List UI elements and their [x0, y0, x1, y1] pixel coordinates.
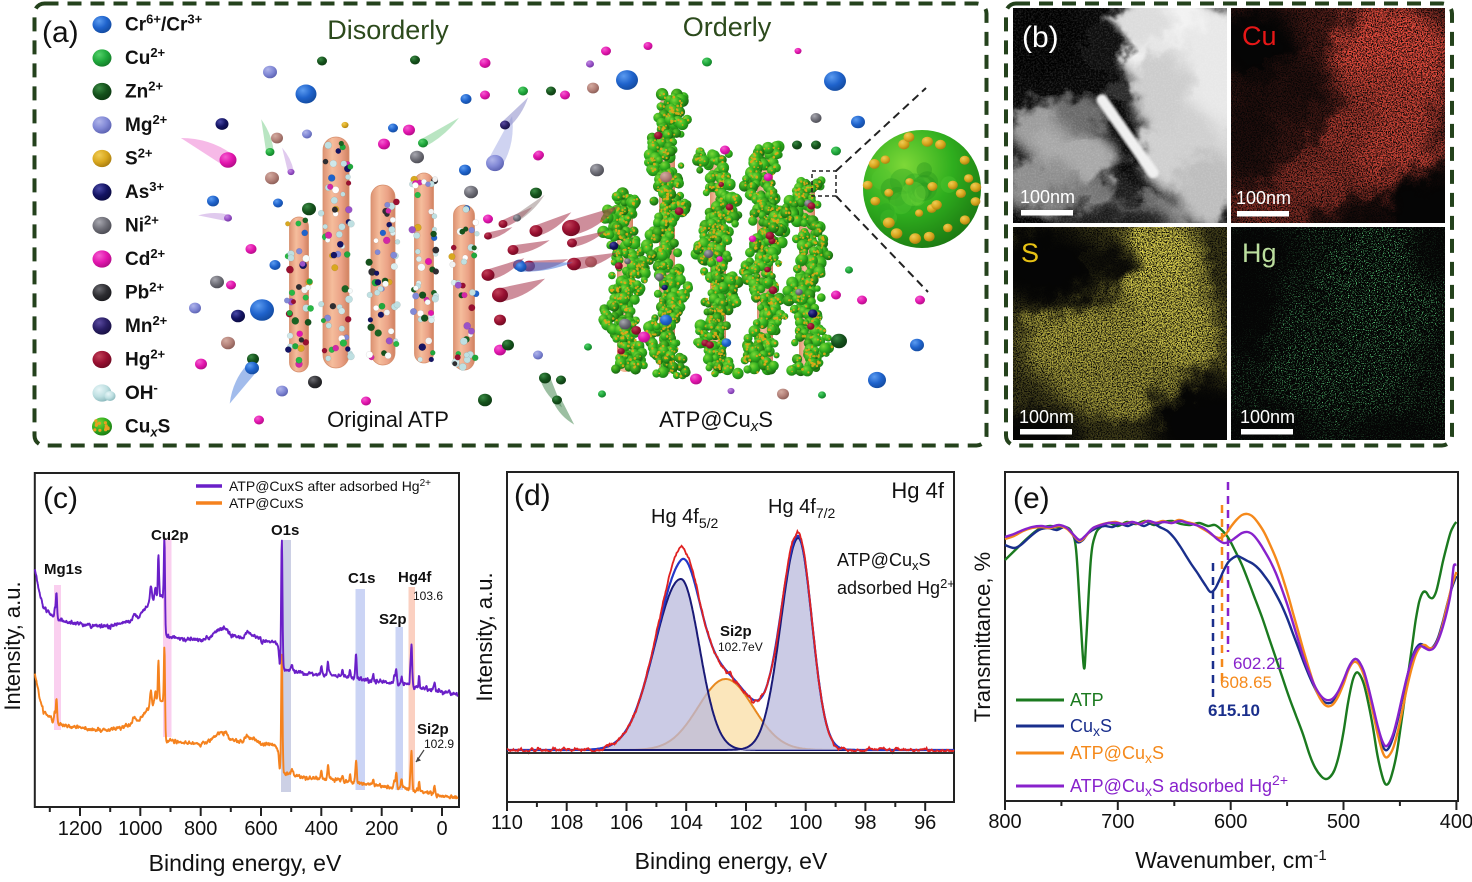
- svg-text:(d): (d): [514, 479, 551, 512]
- svg-text:Original ATP: Original ATP: [327, 407, 449, 432]
- svg-text:ATP@CuxS after adsorbed Hg2+: ATP@CuxS after adsorbed Hg2+: [229, 478, 431, 494]
- svg-text:Orderly: Orderly: [683, 12, 772, 42]
- svg-text:ATP@Cux​S adsorbed Hg2+​: ATP@Cux​S adsorbed Hg2+​: [1070, 772, 1288, 799]
- svg-text:98: 98: [854, 812, 876, 834]
- svg-text:Hg 4f: Hg 4f: [891, 478, 944, 503]
- svg-text:102: 102: [729, 812, 762, 834]
- svg-text:Mg1s: Mg1s: [44, 561, 82, 578]
- svg-text:700: 700: [1101, 811, 1134, 833]
- svg-text:Binding energy, eV: Binding energy, eV: [149, 850, 342, 876]
- svg-text:602.21: 602.21: [1233, 654, 1285, 673]
- svg-text:102.7eV: 102.7eV: [718, 640, 763, 654]
- svg-text:Intensity, a.u.: Intensity, a.u.: [472, 572, 497, 701]
- svg-text:103.6: 103.6: [413, 589, 443, 603]
- svg-text:ATP@CuxS: ATP@CuxS: [837, 550, 930, 573]
- svg-text:800: 800: [988, 811, 1021, 833]
- svg-text:100nm: 100nm: [1019, 407, 1074, 427]
- svg-text:OH-​: OH-​: [125, 380, 158, 404]
- svg-text:96: 96: [914, 812, 936, 834]
- svg-text:Disorderly: Disorderly: [327, 15, 449, 45]
- svg-text:Hg: Hg: [1242, 238, 1277, 268]
- svg-text:ATP@CuxS: ATP@CuxS: [229, 495, 304, 511]
- svg-text:Hg4f: Hg4f: [398, 569, 432, 586]
- svg-text:0: 0: [436, 818, 447, 840]
- svg-text:Cux​S: Cux​S: [1070, 716, 1112, 739]
- svg-text:(c): (c): [43, 482, 78, 515]
- svg-text:104: 104: [670, 812, 703, 834]
- svg-text:Binding energy, eV: Binding energy, eV: [635, 848, 828, 874]
- svg-text:(a): (a): [42, 16, 79, 49]
- svg-text:Cu2p: Cu2p: [151, 527, 189, 544]
- svg-text:108: 108: [550, 812, 583, 834]
- svg-text:Si2p: Si2p: [720, 623, 752, 640]
- svg-text:100: 100: [789, 812, 822, 834]
- svg-text:ATP: ATP: [1070, 690, 1104, 710]
- svg-text:608.65: 608.65: [1220, 673, 1272, 692]
- svg-text:Cd2+​: Cd2+​: [125, 246, 166, 270]
- svg-text:(b): (b): [1022, 21, 1059, 54]
- svg-text:S: S: [1021, 238, 1039, 268]
- svg-text:(e): (e): [1013, 482, 1050, 515]
- svg-text:100nm: 100nm: [1236, 188, 1291, 208]
- svg-text:800: 800: [184, 818, 217, 840]
- svg-text:110: 110: [491, 812, 523, 834]
- svg-text:100nm: 100nm: [1240, 407, 1295, 427]
- svg-text:400: 400: [1440, 811, 1472, 833]
- svg-text:1000: 1000: [118, 818, 163, 840]
- svg-text:S2p: S2p: [379, 611, 407, 628]
- svg-text:ATP@Cux​S: ATP@Cux​S: [1070, 743, 1164, 766]
- svg-text:102.9: 102.9: [424, 737, 454, 751]
- svg-text:106: 106: [610, 812, 643, 834]
- svg-text:Intensity, a.u.: Intensity, a.u.: [0, 581, 25, 710]
- svg-text:Cux​S: Cux​S: [125, 417, 170, 440]
- svg-text:600: 600: [1214, 811, 1247, 833]
- svg-text:Cu: Cu: [1242, 21, 1277, 51]
- svg-text:Cr6+​/Cr3+​: Cr6+​/Cr3+​: [125, 12, 203, 36]
- svg-text:Pb2+​: Pb2+​: [125, 280, 165, 304]
- svg-text:adsorbed Hg2+: adsorbed Hg2+: [837, 576, 955, 598]
- svg-text:Transmittance, %: Transmittance, %: [970, 552, 995, 722]
- svg-text:1200: 1200: [58, 818, 103, 840]
- svg-text:615.10: 615.10: [1208, 701, 1260, 720]
- svg-text:400: 400: [305, 818, 338, 840]
- svg-text:C1s: C1s: [348, 570, 376, 587]
- svg-text:200: 200: [365, 818, 398, 840]
- svg-text:100nm: 100nm: [1020, 187, 1075, 207]
- svg-text:O1s: O1s: [271, 522, 299, 539]
- svg-text:600: 600: [244, 818, 277, 840]
- svg-text:500: 500: [1327, 811, 1360, 833]
- svg-text:Wavenumber, cm-1: Wavenumber, cm-1: [1135, 847, 1326, 873]
- svg-text:Si2p: Si2p: [417, 721, 449, 738]
